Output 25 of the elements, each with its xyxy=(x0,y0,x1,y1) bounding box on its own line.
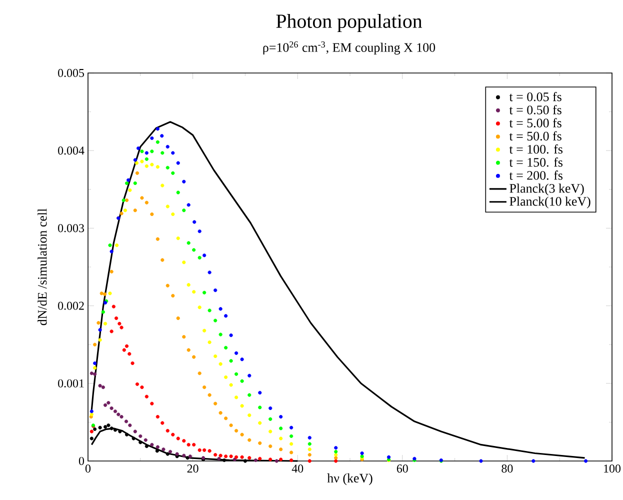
x-tick-label: 0 xyxy=(85,464,91,473)
legend-label: t = 50.0 fs xyxy=(509,131,562,141)
legend-label: t = 5.00 fs xyxy=(509,118,562,128)
x-tick-label: 100 xyxy=(604,464,621,473)
x-tick-label: 20 xyxy=(187,464,198,473)
legend-label: t = 0.50 fs xyxy=(509,105,562,114)
x-tick-label: 40 xyxy=(292,464,304,473)
y-tick-label: 0.001 xyxy=(58,379,84,388)
legend-label: t = 200. fs xyxy=(509,170,562,180)
y-tick-label: 0 xyxy=(78,456,84,466)
x-tick-label: 80 xyxy=(502,464,513,473)
y-tick-label: 0.003 xyxy=(58,224,84,232)
chart-subtitle: ρ=10$^{26}$ cm$^{-3}$, EM coupling X 100 xyxy=(263,41,436,55)
legend-label: t = 100. fs xyxy=(509,144,562,154)
legend-label: Planck(3 keV) xyxy=(510,184,584,196)
x-axis-title: hν (keV) xyxy=(327,473,372,486)
y-tick-label: 0.004 xyxy=(58,146,84,155)
x-tick-label: 60 xyxy=(396,464,408,473)
legend-label: t = 0.05 fs xyxy=(509,92,562,102)
y-axis-title: dN/dE /simulation cell xyxy=(38,208,47,326)
chart-title: Photon population xyxy=(276,14,422,32)
y-tick-label: 0.002 xyxy=(58,302,84,310)
legend-label: Planck(10 keV) xyxy=(510,196,590,208)
legend-label: t = 150. fs xyxy=(509,157,562,167)
y-tick-label: 0.005 xyxy=(58,68,84,78)
